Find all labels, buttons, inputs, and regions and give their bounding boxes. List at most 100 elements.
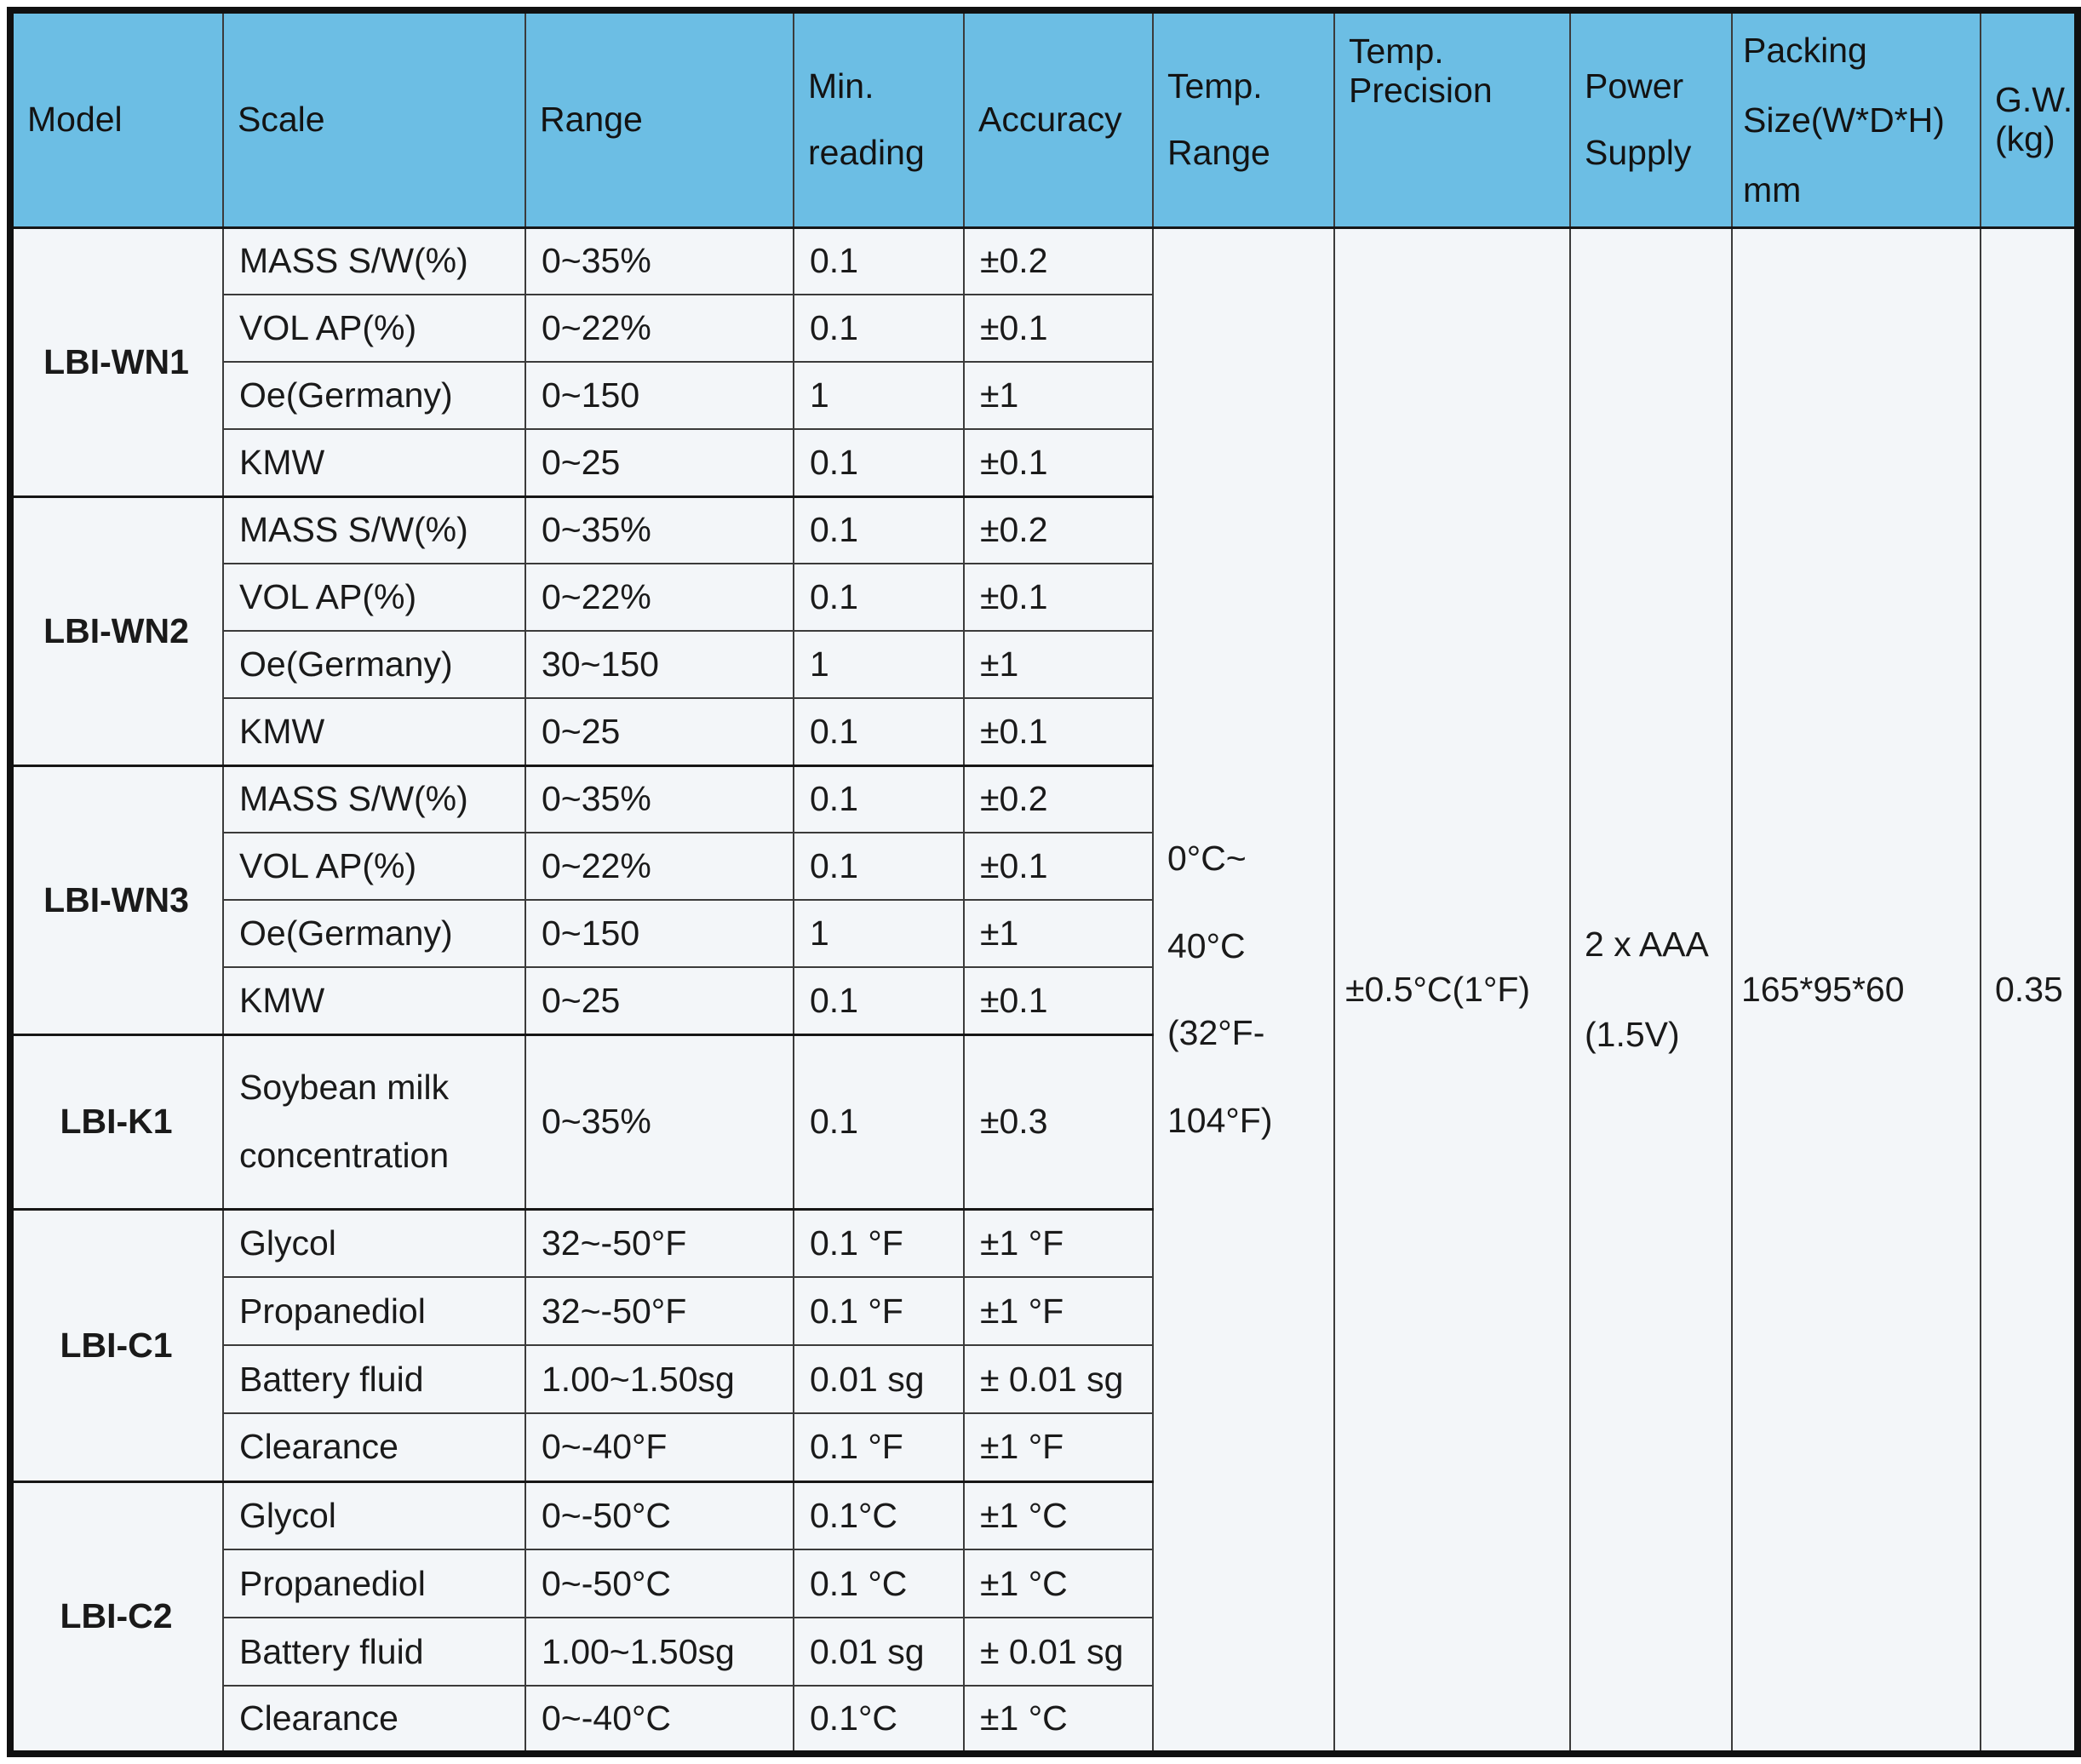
accuracy-cell: ±0.2: [963, 764, 1154, 833]
scale-cell: Oe(Germany): [222, 899, 526, 968]
range-cell: 0~-40°F: [525, 1412, 794, 1482]
accuracy-cell: ±0.1: [963, 697, 1154, 766]
min-reading-cell: 0.1: [793, 428, 965, 497]
header-scale: Scale: [222, 9, 526, 229]
accuracy-cell: ±1: [963, 630, 1154, 699]
header-row: Model Scale Range Min. reading Accuracy …: [9, 9, 2078, 229]
accuracy-cell: ±1 °C: [963, 1549, 1154, 1618]
range-cell: 1.00~1.50sg: [525, 1617, 794, 1687]
range-cell: 0~25: [525, 966, 794, 1035]
accuracy-cell: ±0.1: [963, 832, 1154, 901]
accuracy-cell: ±1 °F: [963, 1412, 1154, 1482]
range-cell: 0~-50°C: [525, 1480, 794, 1550]
range-cell: 0~22%: [525, 832, 794, 901]
scale-cell: Propanediol: [222, 1276, 526, 1346]
min-reading-cell: 0.1: [793, 495, 965, 564]
scale-cell: Glycol: [222, 1480, 526, 1550]
scale-cell: Soybean milk concentration: [222, 1033, 526, 1210]
gw-cell: 0.35: [1980, 226, 2078, 1755]
table-row: Oe(Germany) 0~150 1 ±1: [10, 361, 2078, 430]
min-reading-cell: 0.1: [793, 764, 965, 833]
power-supply-cell: 2 x AAA (1.5V): [1569, 226, 1733, 1755]
table-row: LBI-K1 Soybean milk concentration 0~35% …: [9, 1033, 2078, 1210]
min-reading-cell: 1: [793, 361, 965, 430]
min-reading-cell: 0.1: [793, 226, 965, 295]
min-reading-cell: 0.1 °C: [793, 1549, 965, 1618]
model-cell: LBI-WN3: [9, 764, 224, 1035]
accuracy-cell: ±1 °C: [963, 1685, 1154, 1755]
accuracy-cell: ±0.1: [963, 563, 1154, 632]
min-reading-cell: 0.1 °F: [793, 1276, 965, 1346]
model-cell: LBI-K1: [9, 1033, 224, 1210]
min-reading-cell: 1: [793, 630, 965, 699]
accuracy-cell: ±1 °C: [963, 1480, 1154, 1550]
min-reading-cell: 0.1°C: [793, 1685, 965, 1755]
range-cell: 0~-50°C: [525, 1549, 794, 1618]
scale-cell: VOL AP(%): [222, 294, 526, 363]
header-power-supply: Power Supply: [1569, 9, 1733, 229]
table-row: Battery fluid 1.00~1.50sg 0.01 sg ± 0.01…: [10, 1617, 2078, 1687]
range-cell: 0~35%: [525, 226, 794, 295]
header-packing-size: Packing Size(W*D*H) mm: [1731, 9, 1981, 229]
range-cell: 0~25: [525, 697, 794, 766]
min-reading-cell: 0.1: [793, 697, 965, 766]
min-reading-cell: 0.1: [793, 1033, 965, 1210]
range-cell: 0~150: [525, 361, 794, 430]
spec-table: Model Scale Range Min. reading Accuracy …: [7, 7, 2081, 1757]
scale-cell: VOL AP(%): [222, 832, 526, 901]
spec-table-container: Model Scale Range Min. reading Accuracy …: [7, 7, 2081, 1757]
temp-precision-cell: ±0.5°C(1°F): [1333, 226, 1571, 1755]
scale-cell: Battery fluid: [222, 1344, 526, 1414]
range-cell: 0~35%: [525, 764, 794, 833]
accuracy-cell: ± 0.01 sg: [963, 1617, 1154, 1687]
table-row: LBI-WN2 MASS S/W(%) 0~35% 0.1 ±0.2: [9, 495, 2078, 766]
scale-cell: Glycol: [222, 1207, 526, 1278]
scale-cell: Propanediol: [222, 1549, 526, 1618]
temp-range-cell: 0°C~ 40°C (32°F- 104°F): [1152, 226, 1335, 1755]
table-row: KMW 0~25 0.1 ±0.1: [10, 697, 2078, 766]
scale-cell: KMW: [222, 697, 526, 766]
range-cell: 32~-50°F: [525, 1207, 794, 1278]
min-reading-cell: 0.1 °F: [793, 1412, 965, 1482]
header-min-reading: Min. reading: [793, 9, 965, 229]
model-cell: LBI-WN2: [9, 495, 224, 766]
table-row: Oe(Germany) 30~150 1 ±1: [10, 630, 2078, 699]
table-row: Battery fluid 1.00~1.50sg 0.01 sg ± 0.01…: [10, 1344, 2078, 1414]
accuracy-cell: ±0.1: [963, 428, 1154, 497]
accuracy-cell: ±1: [963, 361, 1154, 430]
scale-cell: MASS S/W(%): [222, 764, 526, 833]
table-row: LBI-C2 Glycol 0~-50°C 0.1°C ±1 °C: [9, 1480, 2078, 1755]
scale-cell: Oe(Germany): [222, 630, 526, 699]
scale-cell: MASS S/W(%): [222, 226, 526, 295]
table-row: Propanediol 0~-50°C 0.1 °C ±1 °C: [10, 1549, 2078, 1618]
min-reading-cell: 0.01 sg: [793, 1617, 965, 1687]
min-reading-cell: 1: [793, 899, 965, 968]
header-model: Model: [9, 9, 224, 229]
scale-cell: Oe(Germany): [222, 361, 526, 430]
scale-cell: Battery fluid: [222, 1617, 526, 1687]
min-reading-cell: 0.1: [793, 294, 965, 363]
min-reading-cell: 0.01 sg: [793, 1344, 965, 1414]
range-cell: 0~22%: [525, 563, 794, 632]
range-cell: 0~25: [525, 428, 794, 497]
accuracy-cell: ±0.2: [963, 226, 1154, 295]
scale-cell: MASS S/W(%): [222, 495, 526, 564]
table-row: KMW 0~25 0.1 ±0.1: [10, 428, 2078, 497]
accuracy-cell: ±1: [963, 899, 1154, 968]
table-row: VOL AP(%) 0~22% 0.1 ±0.1: [10, 832, 2078, 901]
min-reading-cell: 0.1: [793, 832, 965, 901]
scale-cell: VOL AP(%): [222, 563, 526, 632]
accuracy-cell: ±1 °F: [963, 1207, 1154, 1278]
table-header: Model Scale Range Min. reading Accuracy …: [9, 9, 2078, 229]
min-reading-cell: 0.1°C: [793, 1480, 965, 1550]
table-row: Clearance 0~-40°C 0.1°C ±1 °C: [10, 1685, 2078, 1755]
min-reading-cell: 0.1 °F: [793, 1207, 965, 1278]
accuracy-cell: ±1 °F: [963, 1276, 1154, 1346]
range-cell: 0~-40°C: [525, 1685, 794, 1755]
scale-cell: Clearance: [222, 1685, 526, 1755]
range-cell: 0~35%: [525, 495, 794, 564]
table-body: LBI-WN1 MASS S/W(%) 0~35% 0.1 ±0.2 0°C~ …: [9, 226, 2078, 1755]
model-cell: LBI-WN1: [9, 226, 224, 497]
packing-size-cell: 165*95*60: [1731, 226, 1981, 1755]
range-cell: 32~-50°F: [525, 1276, 794, 1346]
